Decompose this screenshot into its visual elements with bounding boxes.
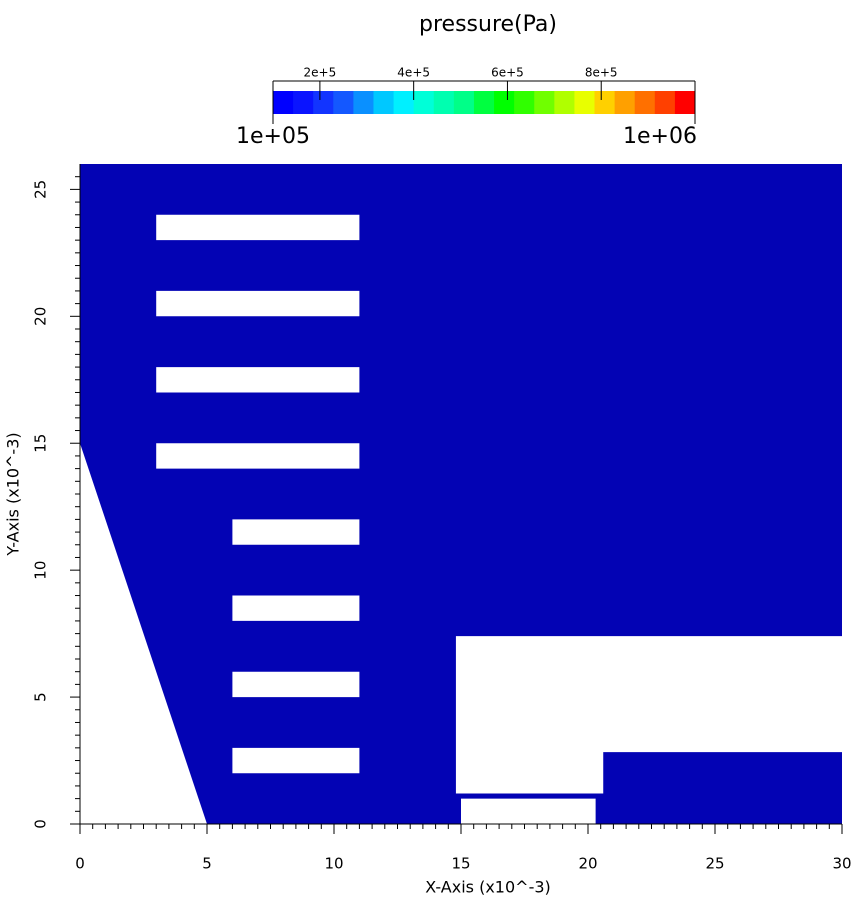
- y-tick-label: 15: [32, 434, 50, 453]
- solid-region: [156, 367, 360, 393]
- colorbar-tick-label: 2e+5: [304, 66, 337, 80]
- solid-region: [156, 290, 360, 317]
- x-tick-label: 20: [578, 855, 597, 873]
- x-tick-label: 5: [202, 855, 212, 873]
- colorbar-bin: [614, 91, 636, 114]
- solid-region: [455, 636, 842, 794]
- colorbar-title: pressure(Pa): [419, 12, 557, 37]
- x-tick-label: 25: [705, 855, 724, 873]
- x-tick-label: 10: [324, 855, 343, 873]
- colorbar-bin: [674, 91, 696, 114]
- y-tick-label: 10: [32, 561, 50, 580]
- colorbar-bin: [554, 91, 575, 114]
- colorbar-bin: [413, 91, 435, 114]
- colorbar-bin: [534, 91, 555, 114]
- colorbar-bin: [393, 91, 415, 114]
- colorbar-tick-label: 6e+5: [491, 66, 524, 80]
- colorbar-bin: [273, 91, 294, 114]
- solid-region: [232, 671, 360, 698]
- solid-region: [232, 519, 360, 545]
- colorbar-bin: [433, 91, 455, 114]
- x-axis-label: X-Axis (x10^-3): [425, 878, 551, 897]
- solid-region: [461, 798, 596, 824]
- x-tick-label: 30: [832, 855, 851, 873]
- colorbar-bin: [494, 91, 515, 114]
- colorbar-tick-label: 8e+5: [585, 66, 618, 80]
- x-tick-label: 15: [451, 855, 470, 873]
- colorbar-bin: [373, 91, 395, 114]
- y-tick-label: 0: [32, 819, 50, 829]
- colorbar-bin: [594, 91, 616, 114]
- y-tick-label: 25: [32, 180, 50, 199]
- x-tick-label: 0: [75, 855, 85, 873]
- colorbar-bin: [654, 91, 676, 114]
- solid-region: [232, 747, 360, 774]
- colorbar-tick-label: 4e+5: [397, 66, 430, 80]
- colorbar-bin: [293, 91, 314, 114]
- solid-region: [156, 443, 360, 469]
- colorbar-bin: [353, 91, 374, 114]
- y-tick-label: 5: [32, 692, 50, 702]
- colorbar-min-label: 1e+05: [236, 124, 310, 149]
- colorbar-bin: [333, 91, 354, 114]
- solid-region: [156, 214, 360, 241]
- colorbar-bin: [313, 91, 334, 114]
- colorbar-max-label: 1e+06: [623, 124, 697, 149]
- colorbar-bin: [473, 91, 495, 114]
- solid-region: [232, 595, 360, 621]
- colorbar-bin: [634, 91, 656, 114]
- y-axis-label: Y-Axis (x10^-3): [4, 432, 23, 556]
- colorbar-bin: [453, 91, 475, 114]
- colorbar-bin: [514, 91, 535, 114]
- colorbar-bin: [574, 91, 596, 114]
- y-tick-label: 20: [32, 307, 50, 326]
